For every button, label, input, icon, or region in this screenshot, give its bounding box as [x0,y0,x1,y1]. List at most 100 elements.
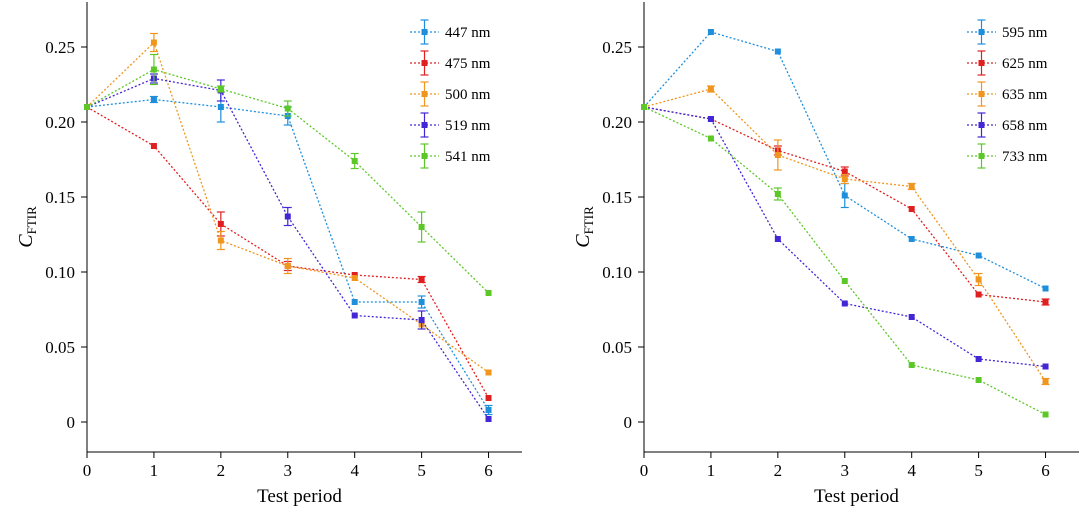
data-point [707,116,714,122]
legend-item: 519 nm [410,112,491,138]
data-point [1042,363,1049,370]
data-point [908,206,915,212]
y-tick-label: 0 [67,413,76,432]
y-tick-label: 0 [624,413,633,432]
legend-marker [421,60,428,66]
data-point [217,86,224,92]
data-point [485,290,492,296]
series-line [86,106,490,399]
y-tick-label: 0.15 [602,188,632,207]
x-tick-label: 6 [484,461,493,480]
data-point [284,263,291,269]
legend-item: 595 nm [967,19,1048,45]
y-axis-title-subscript: FTIR [581,206,596,235]
legend-label: 447 nm [445,25,491,41]
data-point [351,275,358,281]
x-tick-label: 5 [417,461,426,480]
data-point [485,416,492,422]
y-axis-title: CFTIR [15,206,39,248]
x-tick-label: 1 [150,461,159,480]
data-point [774,152,781,158]
legend-label: 475 nm [445,56,491,72]
legend-label: 519 nm [445,118,491,134]
data-point [975,377,982,383]
data-point [150,96,157,103]
x-tick-label: 5 [974,461,983,480]
data-point [217,104,224,110]
series-line [643,31,1046,290]
series-519-nm [84,73,492,422]
legend-marker [421,122,428,128]
data-point [418,317,425,323]
y-tick-label: 0.15 [45,188,75,207]
y-tick-label: 0.05 [45,338,75,357]
data-point [975,291,982,298]
legend-item: 625 nm [967,50,1048,76]
data-point [641,104,647,110]
data-point [908,236,915,242]
series-line [643,88,1047,382]
data-point [84,104,90,110]
y-axis-title-subscript: FTIR [24,206,39,235]
data-point [841,278,848,284]
y-tick-label: 0.25 [45,38,75,57]
legend-label: 635 nm [1002,87,1048,103]
data-point [351,312,358,319]
data-point [485,395,492,401]
data-point [217,237,224,244]
right-chart-panel: 0 0.05 0.10 0.15 0.20 0.25 0 1 2 3 4 5 6 Test period C… [572,2,1079,507]
legend-label: 625 nm [1002,56,1048,72]
legend: 447 nm 475 nm 500 nm 519 nm 541 nm [410,19,491,169]
series-733-nm [641,104,1049,418]
data-point [1042,411,1049,418]
x-tick-label: 4 [350,461,359,480]
legend-label: 595 nm [1002,25,1048,41]
legend-item: 500 nm [410,81,491,107]
series-500-nm [84,32,492,376]
legend-item: 635 nm [967,81,1048,107]
y-axis-title-main: C [572,234,594,248]
data-point [1042,285,1049,292]
data-point [841,192,848,199]
x-tick-label: 6 [1041,461,1050,480]
data-point [774,48,781,55]
x-tick-label: 1 [707,461,716,480]
x-tick-label: 3 [841,461,850,480]
data-point [284,213,291,220]
data-point [841,176,848,182]
data-point [351,299,358,305]
data-point [841,300,848,307]
legend-marker [421,153,428,159]
data-point [975,276,982,283]
legend-marker [978,122,985,128]
legend: 595 nm 625 nm 635 nm 658 nm 733 nm [967,19,1048,169]
x-tick-label: 0 [640,461,649,480]
data-point [908,362,915,368]
data-point [908,183,915,190]
data-point [975,356,982,362]
legend-item: 541 nm [410,143,491,169]
series-475-nm [84,104,492,401]
series-line [643,106,1046,416]
y-tick-label: 0.05 [602,338,632,357]
x-tick-label: 0 [83,461,92,480]
data-point [150,39,157,46]
legend-item: 475 nm [410,50,491,76]
legend-label: 541 nm [445,149,491,165]
data-point [485,369,492,376]
series-447-nm [84,91,493,416]
data-point [908,314,915,320]
series-635-nm [641,85,1050,386]
legend-marker [421,91,428,97]
x-tick-label: 3 [284,461,293,480]
left-chart-panel: 0 0.05 0.10 0.15 0.20 0.25 0 1 2 3 4 5 6 Test period C… [15,2,522,507]
data-point [418,299,425,305]
legend-marker [978,91,985,97]
data-point [150,66,157,73]
data-point [707,86,714,92]
x-axis-title: Test period [814,486,899,507]
data-point [150,143,157,149]
legend-label: 733 nm [1002,149,1048,165]
legend-label: 500 nm [445,87,491,103]
y-tick-label: 0.20 [602,113,632,132]
